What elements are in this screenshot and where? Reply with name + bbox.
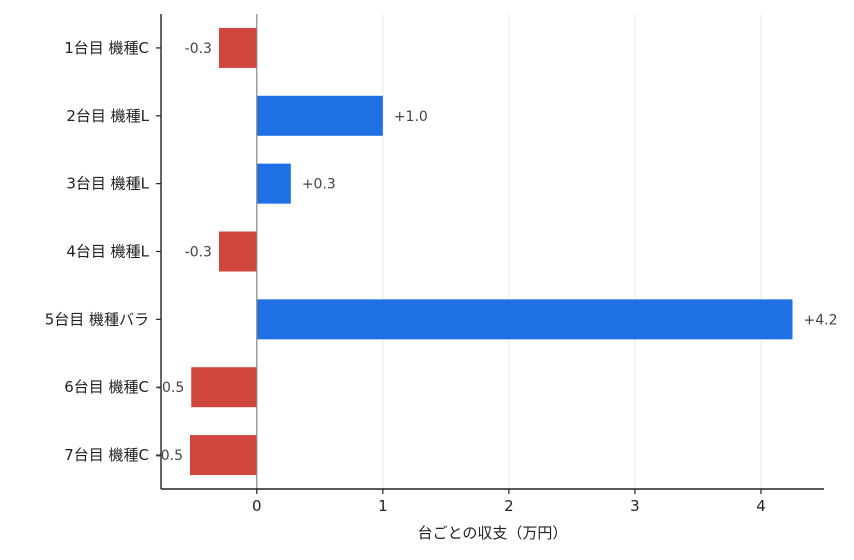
- x-axis-title: 台ごとの収支（万円）: [418, 524, 568, 542]
- bar: [256, 299, 793, 340]
- category-label: 6台目 機種C: [64, 378, 149, 396]
- category-label: 4台目 機種L: [66, 243, 149, 261]
- axes: [156, 14, 824, 494]
- bar: [218, 27, 257, 68]
- data-label: +1.0: [394, 109, 428, 125]
- category-label: 2台目 機種L: [66, 107, 149, 125]
- x-tick-label: 2: [504, 497, 514, 515]
- data-label: -0.5: [157, 380, 184, 396]
- bar: [191, 367, 257, 408]
- data-label: +0.3: [302, 177, 336, 193]
- category-label: 1台目 機種C: [64, 39, 149, 57]
- bar: [218, 231, 257, 272]
- category-label: 3台目 機種L: [66, 175, 149, 193]
- x-tick-label: 1: [378, 497, 388, 515]
- bar: [256, 163, 291, 204]
- x-tick-label: 4: [756, 497, 766, 515]
- x-tick-label: 3: [630, 497, 640, 515]
- bar: [189, 435, 257, 476]
- category-label: 7台目 機種C: [64, 446, 149, 464]
- data-label: -0.5: [156, 448, 183, 464]
- bars: [189, 27, 793, 476]
- labels: 1台目 機種C -0.3 2台目 機種L +1.0 3台目 機種L +0.3 4台目 機種L…: [45, 39, 838, 515]
- x-tick-label: 0: [252, 497, 262, 515]
- category-label: 5台目 機種バラ: [45, 310, 149, 328]
- data-label: +4.2: [803, 312, 837, 328]
- grid-lines: [256, 14, 762, 489]
- data-label: -0.3: [185, 41, 212, 57]
- bar: [256, 95, 383, 136]
- data-label: -0.3: [185, 245, 212, 261]
